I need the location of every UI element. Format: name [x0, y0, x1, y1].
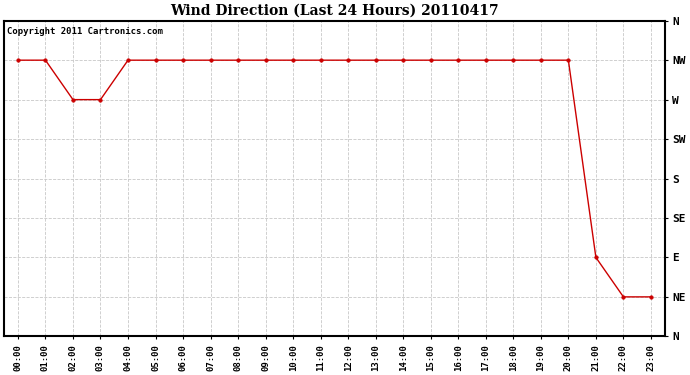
Text: Copyright 2011 Cartronics.com: Copyright 2011 Cartronics.com [8, 27, 164, 36]
Title: Wind Direction (Last 24 Hours) 20110417: Wind Direction (Last 24 Hours) 20110417 [170, 4, 499, 18]
